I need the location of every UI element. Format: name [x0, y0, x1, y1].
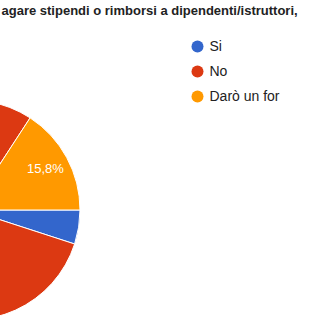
svg-text:No: No	[210, 63, 228, 79]
svg-text:agare stipendi o rimborsi a di: agare stipendi o rimborsi a dipendenti/i…	[2, 3, 298, 18]
svg-text:Darò un for: Darò un for	[210, 88, 280, 104]
svg-text:15,8%: 15,8%	[27, 161, 64, 176]
svg-text:Si: Si	[210, 38, 222, 54]
